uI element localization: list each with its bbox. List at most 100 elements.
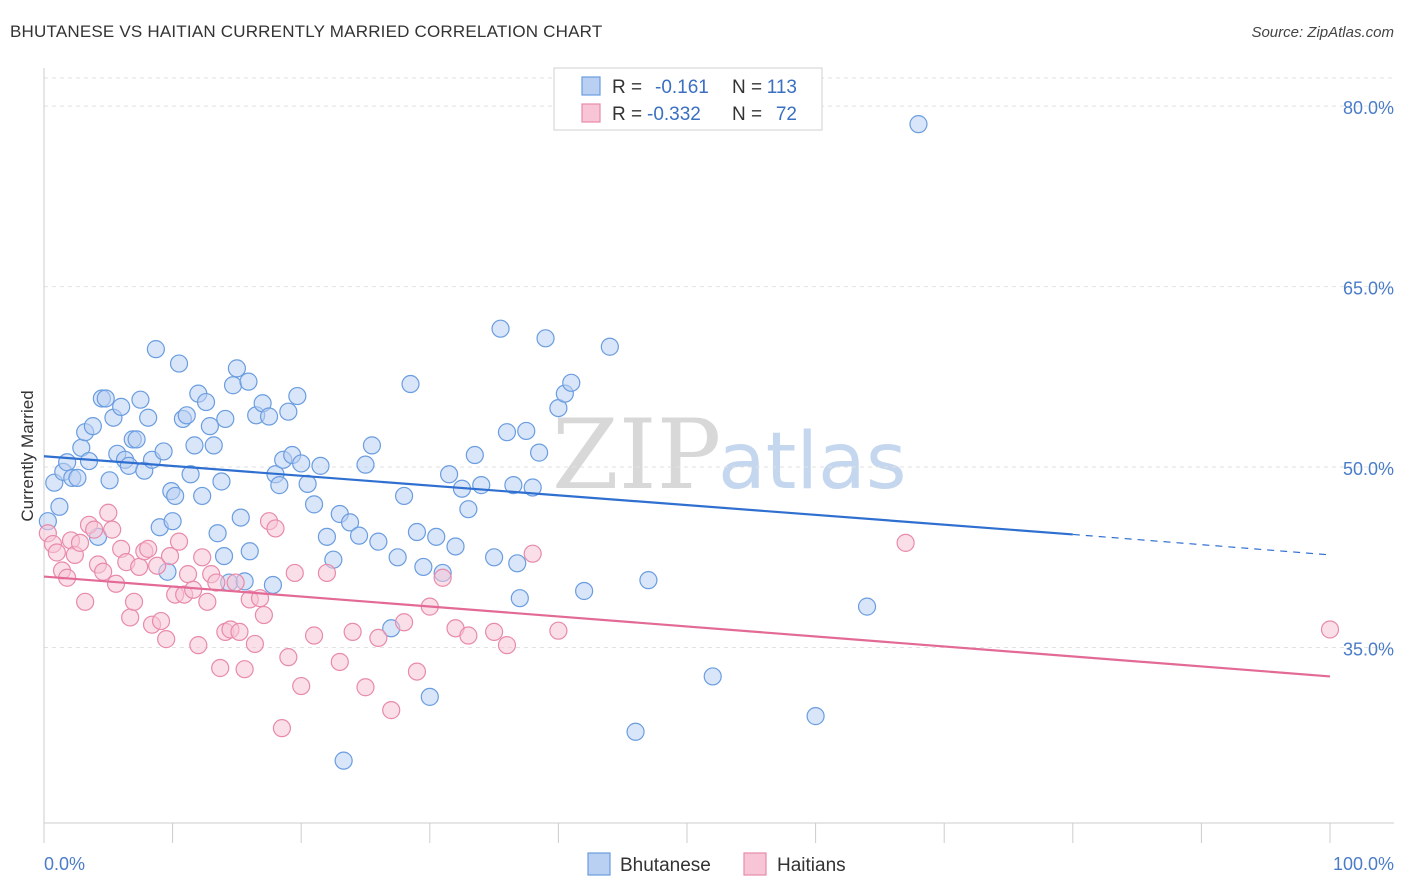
point-bhutanese [131, 390, 150, 409]
point-bhutanese [504, 476, 523, 495]
point-haitians [85, 520, 104, 539]
point-bhutanese [83, 417, 102, 436]
point-bhutanese [231, 508, 250, 527]
point-haitians [394, 613, 414, 632]
point-haitians [266, 519, 285, 538]
legend-r-value-2: -0.332 [647, 104, 701, 125]
legend-n-value-1: 113 [767, 77, 797, 98]
y-tick-label: 65.0% [1343, 279, 1394, 299]
trend-line-haitians [43, 575, 1331, 678]
point-bhutanese [223, 376, 243, 395]
legend-box: R = -0.161 N = 113 R = -0.332 N = 72 [553, 67, 823, 131]
point-bhutanese [362, 436, 382, 455]
x-tick-label-min: 0.0% [44, 854, 85, 874]
point-haitians [193, 548, 212, 567]
axes [43, 68, 1394, 843]
point-bhutanese [193, 486, 212, 506]
point-haitians [160, 546, 180, 566]
trend-extension-bhutanese [1072, 533, 1331, 556]
point-haitians [157, 630, 176, 649]
point-haitians [497, 636, 517, 655]
trend-lines [43, 455, 1331, 678]
point-bhutanese [154, 442, 173, 461]
legend-r-value-1: -0.161 [655, 77, 709, 98]
point-haitians [1320, 620, 1340, 639]
point-bhutanese [465, 445, 484, 465]
point-bhutanese [163, 512, 182, 531]
point-bhutanese [214, 546, 234, 566]
legend-n-value-2: 72 [776, 104, 797, 125]
point-bhutanese [50, 497, 69, 516]
point-bhutanese [369, 532, 388, 551]
point-bhutanese [401, 374, 420, 394]
point-haitians [178, 565, 198, 584]
point-bhutanese [259, 407, 279, 426]
point-bhutanese [491, 319, 510, 338]
point-haitians [459, 626, 478, 645]
point-haitians [523, 544, 542, 563]
point-haitians [226, 573, 245, 592]
point-bhutanese [517, 421, 536, 441]
point-bhutanese [239, 372, 258, 391]
point-haitians [279, 648, 298, 667]
point-bhutanese [446, 537, 465, 556]
point-bhutanese [439, 465, 459, 484]
point-haitians [254, 605, 274, 625]
point-bhutanese [127, 430, 146, 449]
point-bhutanese [857, 597, 877, 616]
point-bhutanese [420, 687, 439, 706]
point-haitians [70, 533, 90, 552]
point-haitians [121, 608, 140, 627]
point-bhutanese [227, 359, 246, 378]
point-haitians [407, 662, 427, 681]
point-bhutanese [311, 456, 330, 475]
point-bhutanese [334, 751, 353, 770]
point-bhutanese [317, 527, 337, 546]
point-bhutanese [96, 389, 115, 408]
point-bhutanese [200, 417, 219, 436]
point-bhutanese [626, 722, 645, 741]
point-bhutanese [270, 476, 289, 495]
point-haitians [549, 621, 568, 640]
point-bhutanese [68, 468, 87, 487]
y-tick-label: 35.0% [1343, 640, 1394, 660]
point-bhutanese [407, 522, 427, 542]
point-bhutanese [169, 354, 189, 373]
point-bhutanese [177, 406, 196, 425]
watermark-zip: ZIP [552, 399, 721, 511]
point-haitians [47, 543, 66, 562]
point-haitians [433, 568, 452, 587]
y-tick-labels: 80.0% 65.0% 50.0% 35.0% [1343, 98, 1394, 659]
bottom-legend-swatch-bhutanese [587, 852, 611, 876]
chart-title: BHUTANESE VS HAITIAN CURRENTLY MARRIED C… [10, 22, 603, 41]
point-bhutanese [388, 548, 407, 567]
point-bhutanese [497, 423, 517, 442]
point-haitians [207, 573, 226, 592]
point-bhutanese [112, 397, 131, 416]
point-bhutanese [356, 455, 375, 474]
point-bhutanese [100, 471, 119, 490]
point-haitians [124, 592, 144, 611]
point-haitians [151, 611, 171, 631]
point-haitians [99, 503, 118, 522]
y-tick-label: 50.0% [1343, 459, 1394, 479]
point-bhutanese [288, 386, 307, 406]
point-haitians [169, 532, 189, 551]
point-bhutanese [216, 409, 235, 429]
point-haitians [94, 562, 113, 581]
point-haitians [356, 678, 375, 697]
legend-n-label-1: N = [732, 77, 762, 98]
point-bhutanese [279, 402, 298, 421]
point-bhutanese [806, 707, 825, 726]
point-haitians [139, 539, 158, 558]
point-bhutanese [459, 500, 478, 519]
point-haitians [76, 592, 95, 611]
point-bhutanese [212, 472, 231, 491]
legend-swatch-haitians [581, 103, 601, 123]
point-bhutanese [575, 581, 594, 601]
point-bhutanese [298, 474, 317, 494]
legend-r-label-1: R = [612, 77, 642, 98]
point-bhutanese [349, 526, 369, 545]
point-bhutanese [263, 575, 283, 595]
